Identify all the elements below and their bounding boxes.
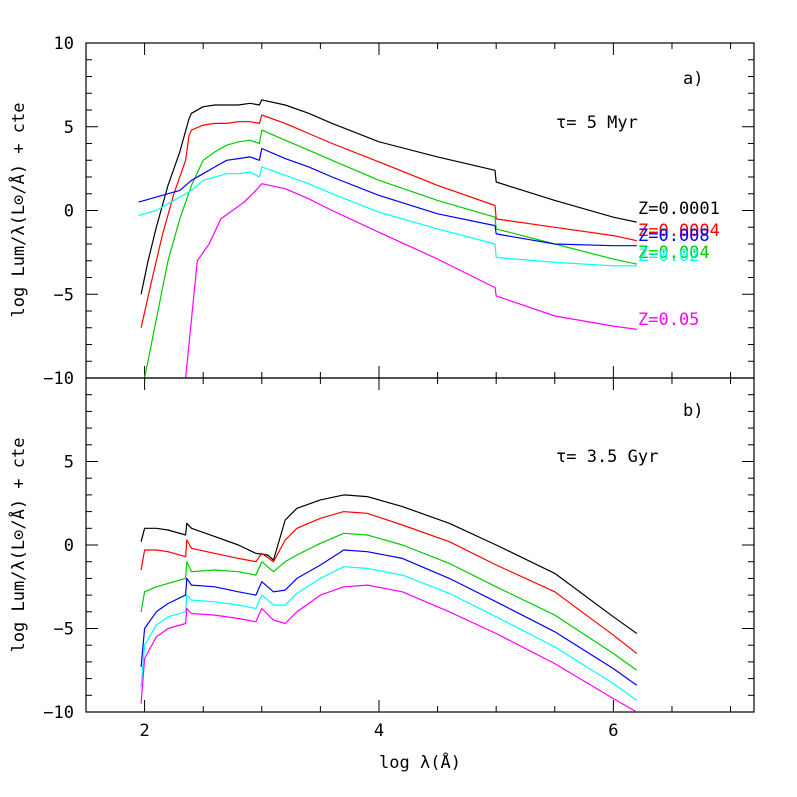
y-tick-label-a: 10	[54, 34, 74, 54]
series-label-z-0-004: Z=0.004	[638, 243, 710, 263]
series-line-z-0-05-a	[185, 183, 637, 378]
series-label-z-0-05: Z=0.05	[638, 310, 699, 330]
y-tick-label-b: 5	[64, 453, 74, 473]
panel-b: −10 −5 0 5 2 4 6	[43, 377, 755, 741]
x-tick-label: 2	[139, 721, 149, 741]
panel-label-a: a)	[683, 69, 703, 89]
y-axis-label-b: log Lum/λ(L⊙/Å) + cte	[7, 438, 29, 653]
x-axis-label: log λ(Å)	[379, 751, 461, 773]
series-label-z-0-008: Z=0.008	[638, 226, 710, 246]
y-tick-label-a: 0	[64, 202, 74, 222]
series-label-z-0-0004: Z=0.0004	[638, 221, 720, 241]
age-label-b: τ= 3.5 Gyr	[556, 447, 658, 467]
series-line-z-0-004-a	[144, 129, 637, 378]
x-tick-label: 6	[608, 721, 618, 741]
series-line-z-0-0001-b	[140, 494, 638, 634]
y-tick-label-a: −5	[54, 285, 74, 305]
age-label-a: τ= 5 Myr	[556, 113, 638, 133]
y-tick-label-b: −10	[43, 703, 74, 723]
series-label-z-0-02: Z=0.02	[638, 246, 699, 266]
y-tick-label-a: 5	[64, 118, 74, 138]
panel-a: −10−50510Z=0.0001Z=0.0004Z=0.004Z=0.008Z…	[43, 34, 755, 389]
series-line-z-0-0004-a	[140, 114, 637, 328]
series-line-z-0-0004-b	[140, 511, 638, 654]
series-group-a	[138, 99, 637, 378]
series-line-z-0-02-a	[138, 166, 637, 267]
series-line-z-0-0001-a	[140, 99, 637, 295]
series-group-b	[140, 494, 638, 712]
y-axis-label-a: log Lum/λ(L⊙/Å) + cte	[7, 103, 29, 318]
series-line-z-0-05-b	[140, 584, 638, 712]
panel-label-b: b)	[683, 401, 703, 421]
series-line-z-0-008-a	[138, 147, 637, 247]
series-line-z-0-004-b	[140, 532, 638, 671]
x-tick-label: 4	[374, 721, 384, 741]
series-label-z-0-0001: Z=0.0001	[638, 199, 720, 219]
y-tick-label-b: −5	[54, 620, 74, 640]
y-tick-label-a: −10	[43, 369, 74, 389]
series-line-z-0-008-b	[140, 549, 638, 686]
series-line-z-0-02-b	[140, 566, 638, 701]
y-tick-label-b: 0	[64, 536, 74, 556]
